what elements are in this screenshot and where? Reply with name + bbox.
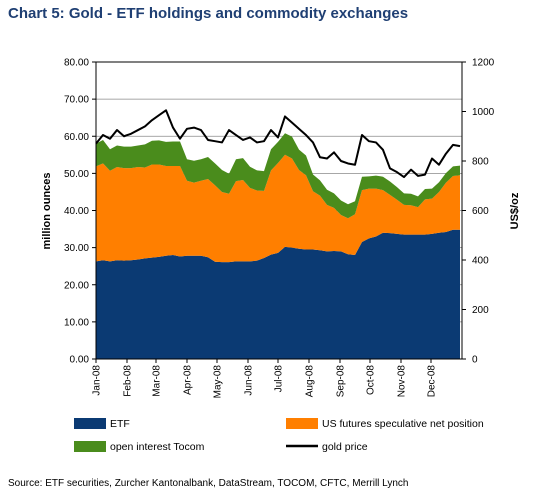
area-etf	[96, 229, 460, 359]
x-tick-label: Dec-08	[427, 365, 438, 398]
legend-label: US futures speculative net position	[322, 418, 484, 430]
line-gold-price	[95, 109, 461, 179]
y-tick-label: 80.00	[64, 58, 89, 69]
x-tick-label: Aug-08	[305, 365, 316, 398]
y2-tick-label: 0	[472, 355, 478, 366]
y-tick-label: 10.00	[64, 317, 89, 328]
chart-title: Chart 5: Gold - ETF holdings and commodi…	[8, 5, 409, 22]
y2-tick-label: 1200	[472, 58, 495, 69]
x-tick-label: Feb-08	[123, 365, 134, 397]
legend-label: ETF	[110, 418, 130, 430]
y2-tick-label: 200	[472, 305, 489, 316]
area-series	[96, 133, 460, 359]
x-tick-label: Mar-08	[152, 365, 163, 397]
legend-label: open interest Tocom	[110, 441, 205, 453]
area-us-futures-speculative-net-position	[96, 154, 460, 263]
legend-item: ETF	[74, 418, 130, 430]
x-axis: Jan-08 Feb-08 Mar-08 Apr-08 May-08 Jun-08 Jul-…	[92, 359, 438, 398]
y-tick-label: 60.00	[64, 132, 89, 143]
y2-axis-label: US$/oz	[509, 192, 521, 229]
y-axis-label: million ounces	[41, 172, 53, 249]
y2-tick-label: 1000	[472, 107, 495, 118]
legend-swatch	[74, 441, 106, 452]
line-series	[95, 109, 461, 179]
y-tick-label: 40.00	[64, 206, 89, 217]
y2-tick-label: 400	[472, 256, 489, 267]
x-tick-label: Oct-08	[366, 365, 377, 395]
legend-item: open interest Tocom	[74, 441, 205, 453]
y-tick-label: 50.00	[64, 169, 89, 180]
x-tick-label: Apr-08	[183, 365, 194, 395]
right-axis: 0 200 400 600 800 1000 1200	[462, 58, 495, 366]
area-open-interest-tocom	[96, 133, 460, 219]
x-tick-label: Jan-08	[92, 365, 103, 396]
legend: ETF US futures speculative net position op…	[74, 418, 484, 453]
y2-tick-label: 800	[472, 157, 489, 168]
y-tick-label: 30.00	[64, 243, 89, 254]
source-note: Source: ETF securities, Zurcher Kantonal…	[8, 478, 409, 489]
x-tick-label: Nov-08	[397, 365, 408, 398]
left-axis: 0.00 10.00 20.00 30.00 40.00 50.00 60.00 70.00 8…	[64, 58, 96, 366]
legend-label: gold price	[322, 441, 368, 453]
x-tick-label: Sep-08	[336, 365, 347, 398]
x-tick-label: Jul-08	[274, 365, 285, 393]
x-tick-label: Jun-08	[244, 365, 255, 396]
legend-swatch	[286, 418, 318, 429]
y-tick-label: 0.00	[70, 355, 90, 366]
y-tick-label: 20.00	[64, 280, 89, 291]
legend-item: US futures speculative net position	[286, 418, 484, 430]
y2-tick-label: 600	[472, 206, 489, 217]
legend-item: gold price	[286, 441, 368, 453]
y-tick-label: 70.00	[64, 95, 89, 106]
legend-swatch	[74, 418, 106, 429]
x-tick-label: May-08	[213, 365, 224, 399]
